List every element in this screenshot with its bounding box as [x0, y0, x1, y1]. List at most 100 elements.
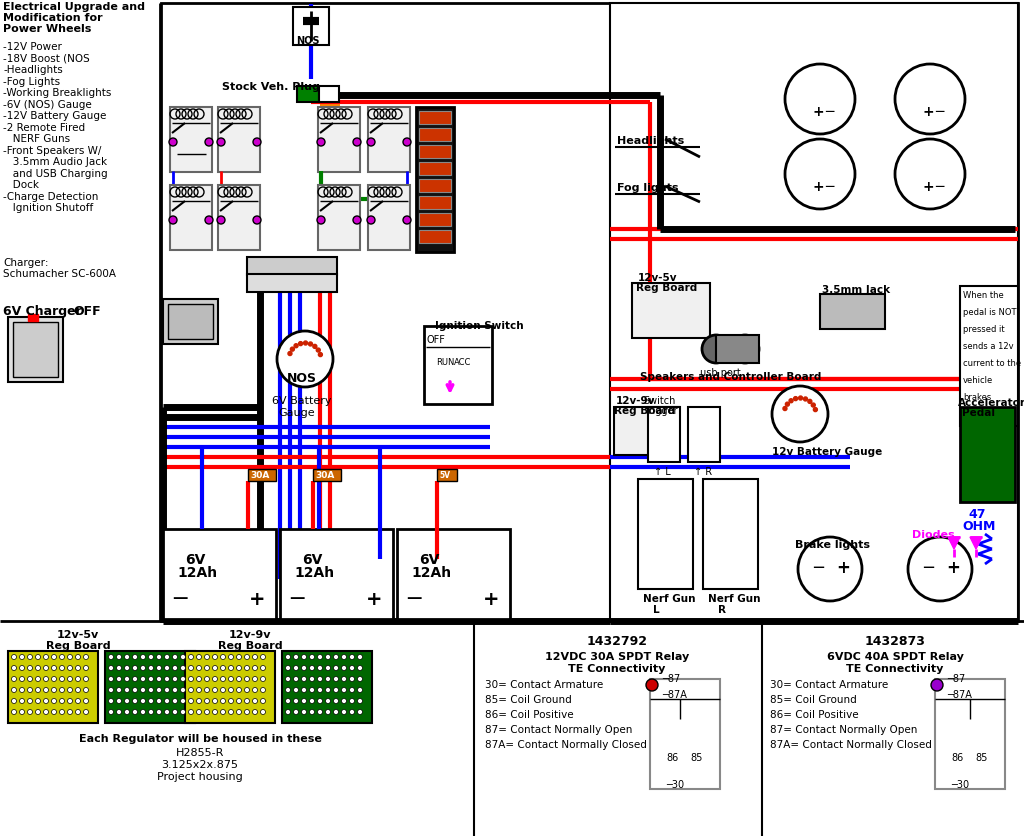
Text: ─87A: ─87A [947, 689, 972, 699]
Text: 86= Coil Positive: 86= Coil Positive [770, 709, 859, 719]
Text: 85= Coil Ground: 85= Coil Ground [770, 694, 857, 704]
Circle shape [28, 710, 33, 715]
Text: Reg Board: Reg Board [218, 640, 283, 650]
Circle shape [165, 699, 170, 704]
Circle shape [148, 710, 154, 715]
Text: ─87: ─87 [947, 673, 966, 683]
Bar [28, 314, 38, 322]
Text: -12V Battery Gauge: -12V Battery Gauge [3, 111, 106, 121]
Text: 6V Battery: 6V Battery [272, 395, 332, 405]
Circle shape [260, 710, 265, 715]
Circle shape [205, 139, 213, 147]
Bar [614, 407, 679, 456]
Bar [820, 294, 885, 329]
Circle shape [286, 699, 291, 704]
Circle shape [68, 655, 73, 660]
Text: OFF: OFF [426, 334, 444, 344]
Text: 12v-9v: 12v-9v [616, 395, 655, 405]
Circle shape [245, 676, 250, 681]
Bar [419, 214, 451, 227]
Bar [716, 335, 759, 364]
Circle shape [43, 655, 48, 660]
Circle shape [245, 699, 250, 704]
Text: ↑ L: ↑ L [654, 466, 671, 477]
Circle shape [299, 342, 302, 346]
Circle shape [125, 665, 129, 670]
Circle shape [237, 655, 242, 660]
Circle shape [301, 710, 306, 715]
Text: -Working Breaklights: -Working Breaklights [3, 88, 112, 98]
Circle shape [790, 400, 793, 403]
Text: Speakers and Controller Board: Speakers and Controller Board [640, 371, 821, 381]
Circle shape [132, 699, 137, 704]
Text: 12Ah: 12Ah [294, 565, 334, 579]
Text: -2 Remote Fired: -2 Remote Fired [3, 122, 85, 132]
Circle shape [301, 676, 306, 681]
Circle shape [180, 710, 185, 715]
Circle shape [895, 140, 965, 210]
Circle shape [220, 710, 225, 715]
Circle shape [213, 688, 217, 693]
Text: NOS: NOS [287, 371, 317, 385]
Text: ─: ─ [825, 180, 834, 194]
Text: 12v-9v: 12v-9v [228, 630, 271, 640]
Circle shape [36, 699, 41, 704]
Text: 6V: 6V [419, 553, 439, 566]
Text: ─30: ─30 [666, 779, 684, 789]
Text: ─: ─ [825, 104, 834, 119]
Circle shape [220, 676, 225, 681]
Circle shape [172, 699, 177, 704]
Text: TE Connectivity: TE Connectivity [846, 663, 944, 673]
Circle shape [205, 655, 210, 660]
Circle shape [28, 688, 33, 693]
Text: 1432792: 1432792 [587, 635, 647, 647]
Circle shape [245, 665, 250, 670]
Bar [419, 231, 451, 244]
Text: +: + [922, 180, 934, 194]
Bar [218, 186, 260, 251]
Circle shape [357, 699, 362, 704]
Circle shape [785, 140, 855, 210]
Circle shape [84, 676, 88, 681]
Circle shape [157, 699, 162, 704]
Circle shape [317, 676, 323, 681]
Text: OHM: OHM [962, 519, 995, 533]
Text: -Charge Detection: -Charge Detection [3, 191, 98, 201]
Circle shape [367, 139, 375, 147]
Circle shape [245, 710, 250, 715]
Text: sends a 12v: sends a 12v [963, 342, 1014, 350]
Circle shape [316, 349, 321, 353]
Text: 1432873: 1432873 [864, 635, 926, 647]
Bar [935, 679, 1005, 789]
Circle shape [59, 710, 65, 715]
Text: Schumacher SC-600A: Schumacher SC-600A [3, 268, 116, 278]
Text: ─: ─ [923, 558, 933, 576]
Circle shape [132, 688, 137, 693]
Circle shape [140, 655, 145, 660]
Circle shape [109, 676, 114, 681]
Circle shape [148, 676, 154, 681]
Circle shape [772, 386, 828, 442]
Circle shape [197, 665, 202, 670]
Text: 12v-5v: 12v-5v [57, 630, 99, 640]
Text: NERF Guns: NERF Guns [3, 134, 70, 144]
Circle shape [76, 688, 81, 693]
Circle shape [51, 665, 56, 670]
Circle shape [84, 655, 88, 660]
Text: R: R [718, 604, 726, 614]
Circle shape [349, 688, 354, 693]
Circle shape [172, 655, 177, 660]
Circle shape [301, 699, 306, 704]
Circle shape [286, 688, 291, 693]
Text: ─: ─ [935, 180, 943, 194]
Circle shape [341, 665, 346, 670]
Circle shape [303, 342, 307, 345]
Text: 12v Battery Gauge: 12v Battery Gauge [772, 446, 883, 456]
Circle shape [785, 403, 790, 406]
Text: Stock Veh. Plug: Stock Veh. Plug [222, 82, 319, 92]
Circle shape [349, 710, 354, 715]
Circle shape [157, 676, 162, 681]
Circle shape [220, 688, 225, 693]
Circle shape [19, 665, 25, 670]
Bar [293, 8, 329, 46]
